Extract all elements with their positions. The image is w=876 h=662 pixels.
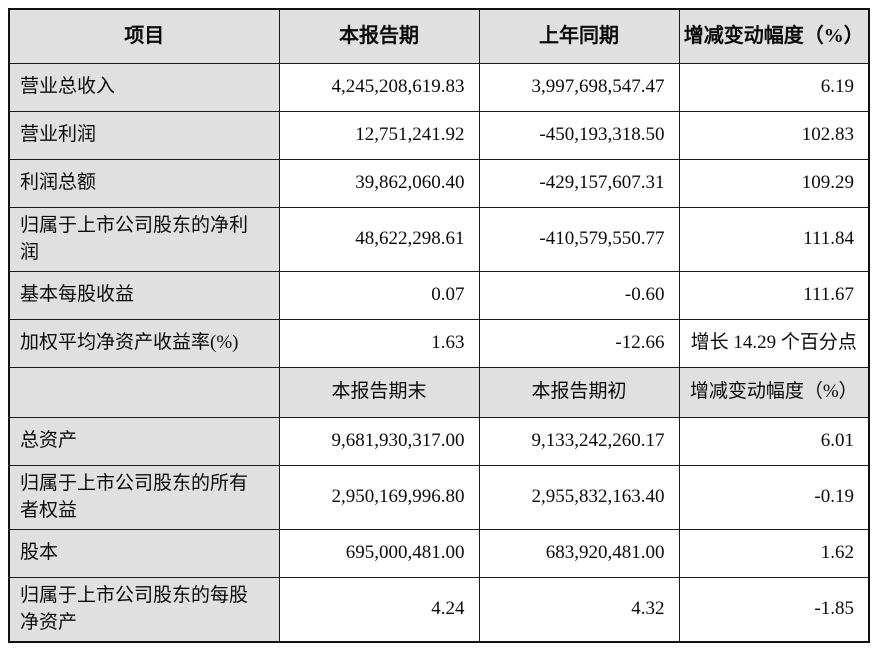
column-header-change-percent: 增减变动幅度（%）: [678, 8, 870, 64]
period-begin-value: 9,133,242,260.17: [478, 416, 680, 466]
prior-period-value: -410,579,550.77: [478, 206, 680, 272]
current-period-value: 39,862,060.40: [278, 158, 480, 208]
table-row-net-profit-to-shareholders: 归属于上市公司股东的净利润 48,622,298.61 -410,579,550…: [8, 206, 870, 272]
row-label: 营业总收入: [8, 62, 280, 112]
row-label: 营业利润: [8, 110, 280, 160]
change-value: 6.01: [678, 416, 870, 466]
table-row-share-capital: 股本 695,000,481.00 683,920,481.00 1.62: [8, 528, 870, 578]
table-row-total-assets: 总资产 9,681,930,317.00 9,133,242,260.17 6.…: [8, 416, 870, 466]
table-row-basic-eps: 基本每股收益 0.07 -0.60 111.67: [8, 270, 870, 320]
column-header-prior-period: 上年同期: [478, 8, 680, 64]
row-label: 归属于上市公司股东的所有者权益: [8, 464, 280, 530]
table-row-equity-to-shareholders: 归属于上市公司股东的所有者权益 2,950,169,996.80 2,955,8…: [8, 464, 870, 530]
change-value: 增长 14.29 个百分点: [678, 318, 870, 368]
current-period-value: 4,245,208,619.83: [278, 62, 480, 112]
change-value: 1.62: [678, 528, 870, 578]
change-value: 102.83: [678, 110, 870, 160]
financial-summary-table: 项目 本报告期 上年同期 增减变动幅度（%） 营业总收入 4,245,208,6…: [8, 8, 870, 643]
period-begin-value: 683,920,481.00: [478, 528, 680, 578]
period-end-value: 9,681,930,317.00: [278, 416, 480, 466]
change-value: 109.29: [678, 158, 870, 208]
subheader-change-percent: 增减变动幅度（%）: [678, 366, 870, 418]
current-period-value: 48,622,298.61: [278, 206, 480, 272]
table-row-net-assets-per-share: 归属于上市公司股东的每股净资产 4.24 4.32 -1.85: [8, 576, 870, 643]
prior-period-value: -450,193,318.50: [478, 110, 680, 160]
current-period-value: 0.07: [278, 270, 480, 320]
table-row-total-revenue: 营业总收入 4,245,208,619.83 3,997,698,547.47 …: [8, 62, 870, 112]
prior-period-value: -12.66: [478, 318, 680, 368]
row-label: 归属于上市公司股东的每股净资产: [8, 576, 280, 643]
subheader-empty-cell: [8, 366, 280, 418]
period-end-value: 2,950,169,996.80: [278, 464, 480, 530]
table-row-operating-profit: 营业利润 12,751,241.92 -450,193,318.50 102.8…: [8, 110, 870, 160]
period-begin-value: 4.32: [478, 576, 680, 643]
row-label: 股本: [8, 528, 280, 578]
table-subheader-row: 本报告期末 本报告期初 增减变动幅度（%）: [8, 366, 870, 418]
table-row-weighted-avg-roe: 加权平均净资产收益率(%) 1.63 -12.66 增长 14.29 个百分点: [8, 318, 870, 368]
column-header-current-period: 本报告期: [278, 8, 480, 64]
table-row-total-profit: 利润总额 39,862,060.40 -429,157,607.31 109.2…: [8, 158, 870, 208]
row-label: 归属于上市公司股东的净利润: [8, 206, 280, 272]
period-end-value: 4.24: [278, 576, 480, 643]
period-begin-value: 2,955,832,163.40: [478, 464, 680, 530]
period-end-value: 695,000,481.00: [278, 528, 480, 578]
change-value: -0.19: [678, 464, 870, 530]
change-value: 111.84: [678, 206, 870, 272]
row-label: 总资产: [8, 416, 280, 466]
change-value: -1.85: [678, 576, 870, 643]
current-period-value: 1.63: [278, 318, 480, 368]
subheader-period-begin: 本报告期初: [478, 366, 680, 418]
row-label: 基本每股收益: [8, 270, 280, 320]
column-header-item: 项目: [8, 8, 280, 64]
table-header-row: 项目 本报告期 上年同期 增减变动幅度（%）: [8, 8, 870, 64]
change-value: 6.19: [678, 62, 870, 112]
row-label: 利润总额: [8, 158, 280, 208]
current-period-value: 12,751,241.92: [278, 110, 480, 160]
row-label: 加权平均净资产收益率(%): [8, 318, 280, 368]
change-value: 111.67: [678, 270, 870, 320]
subheader-period-end: 本报告期末: [278, 366, 480, 418]
prior-period-value: 3,997,698,547.47: [478, 62, 680, 112]
prior-period-value: -429,157,607.31: [478, 158, 680, 208]
prior-period-value: -0.60: [478, 270, 680, 320]
